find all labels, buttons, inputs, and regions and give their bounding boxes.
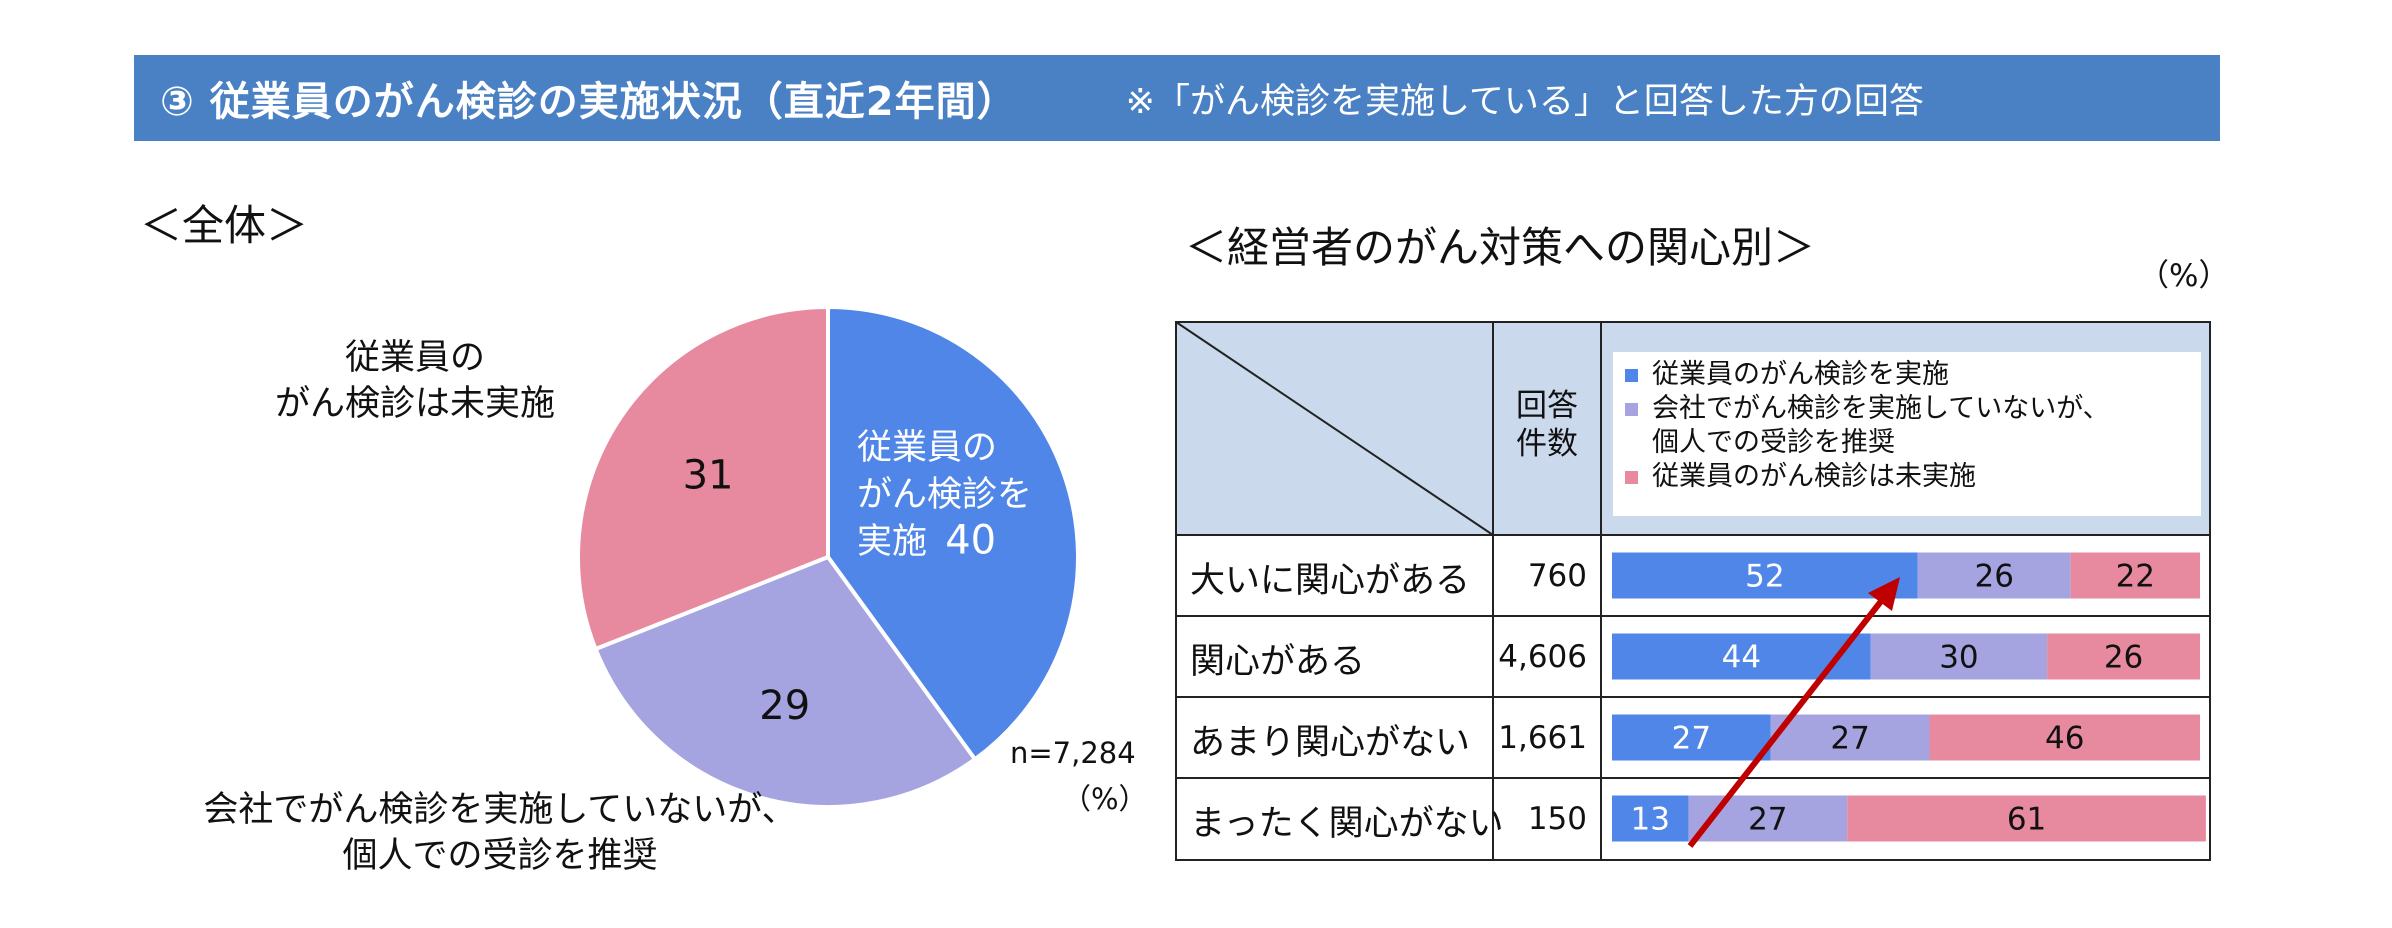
count-header-line1: 回答 — [1516, 388, 1578, 424]
trend-arrow-head — [1868, 577, 1900, 611]
pie-slice-done — [826, 304, 1080, 763]
sample-size: n=7,284 — [1010, 736, 1136, 770]
row-label-very-interested: 大いに関心がある — [1190, 561, 1471, 601]
pie-label-not-done-line2: がん検診は未実施 — [274, 384, 555, 424]
bar-value-not-interested-recommend: 27 — [1748, 802, 1787, 838]
legend-label-recommend-line2: 個人での受診を推奨 — [1652, 427, 1895, 458]
interest-heading: ＜経営者のがん対策への関心別＞ — [1185, 223, 1816, 272]
bar-value-not-interested-not-done: 61 — [2007, 802, 2046, 838]
legend-item-done: 従業員のがん検診を実施 — [1623, 358, 2201, 392]
header-banner: ③ 従業員のがん検診の実施状況（直近2年間） ※「がん検診を実施している」と回答… — [134, 55, 2220, 141]
bar-value-interested-done: 44 — [1722, 640, 1761, 676]
row-count-very-interested: 760 — [1527, 558, 1587, 594]
pie-label-done-line2: がん検診を — [857, 475, 1033, 515]
bar-interested-not-done — [2047, 633, 2200, 680]
bar-not-very-interested-not-done — [1929, 714, 2200, 761]
bar-value-interested-recommend: 30 — [1939, 640, 1978, 676]
row-label-interested: 関心がある — [1190, 642, 1366, 682]
header-diagonal — [1175, 321, 1494, 536]
bar-value-very-interested-not-done: 22 — [2116, 559, 2155, 595]
bar-value-not-very-interested-recommend: 27 — [1830, 721, 1869, 757]
legend-swatch-done — [1625, 369, 1638, 382]
table-border — [1175, 321, 2211, 861]
legend: 従業員のがん検診を実施 会社でがん検診を実施していないが、 個人での受診を推奨 … — [1613, 352, 2201, 516]
legend-swatch-recommend — [1625, 403, 1638, 416]
pie-slice-not-done — [576, 304, 830, 652]
row-count-interested: 4,606 — [1498, 639, 1587, 675]
pie-label-recommend-line2: 個人での受診を推奨 — [342, 836, 658, 876]
header-note: ※「がん検診を実施している」と回答した方の回答 — [1125, 81, 1924, 122]
legend-label-not-done: 従業員のがん検診は未実施 — [1652, 461, 1976, 492]
trend-arrow-line — [1687, 598, 1885, 848]
bar-very-interested-recommend — [1917, 552, 2071, 599]
bar-value-very-interested-done: 52 — [1745, 559, 1784, 595]
legend-swatch-not-done — [1625, 471, 1638, 484]
bar-not-very-interested-done — [1612, 714, 1771, 761]
pie-value-recommend: 29 — [759, 683, 810, 729]
bar-not-interested-not-done — [1847, 795, 2206, 842]
bar-value-not-very-interested-done: 27 — [1672, 721, 1711, 757]
pie-value-not-done: 31 — [683, 452, 734, 498]
bar-value-not-interested-done: 13 — [1630, 802, 1669, 838]
pie-label-not-done-line1: 従業員の — [344, 338, 485, 378]
pie-slice-recommend — [592, 554, 978, 809]
bar-not-interested-done — [1612, 795, 1689, 842]
row-count-not-interested: 150 — [1527, 801, 1587, 837]
pie-label-not-done: 従業員の がん検診は未実施 — [250, 335, 580, 427]
legend-item-recommend: 会社でがん検診を実施していないが、 — [1623, 392, 2201, 426]
right-unit: （%） — [2138, 258, 2230, 294]
left-unit: （%） — [1062, 782, 1148, 816]
bar-very-interested-done — [1612, 552, 1918, 599]
bar-not-very-interested-recommend — [1770, 714, 1930, 761]
row-label-not-interested: まったく関心がない — [1190, 804, 1504, 844]
row-label-not-very-interested: あまり関心がない — [1190, 723, 1471, 763]
pie-label-done-line1: 従業員の — [857, 428, 998, 468]
bar-value-very-interested-recommend: 26 — [1974, 559, 2013, 595]
legend-label-recommend: 会社でがん検診を実施していないが、 — [1652, 393, 2110, 424]
legend-item-not-done: 従業員のがん検診は未実施 — [1623, 460, 2201, 494]
pie-label-recommend-line1: 会社でがん検診を実施していないが、 — [203, 790, 797, 830]
legend-label-done: 従業員のがん検診を実施 — [1652, 359, 1949, 390]
row-count-not-very-interested: 1,661 — [1498, 720, 1587, 756]
count-header: 回答 件数 — [1501, 387, 1593, 463]
bar-value-interested-not-done: 26 — [2104, 640, 2143, 676]
pie-label-recommend: 会社でがん検診を実施していないが、 個人での受診を推奨 — [170, 787, 830, 879]
bar-very-interested-not-done — [2070, 552, 2200, 599]
page-title: ③ 従業員のがん検診の実施状況（直近2年間） — [160, 79, 1018, 125]
legend-item-recommend-cont: 個人での受診を推奨 — [1623, 426, 2201, 460]
bar-value-not-very-interested-not-done: 46 — [2045, 721, 2084, 757]
pie-label-done: 従業員の がん検診を 実施 — [857, 425, 1032, 566]
count-header-line2: 件数 — [1516, 426, 1578, 462]
bar-interested-recommend — [1870, 633, 2048, 680]
overall-heading: ＜全体＞ — [140, 201, 309, 250]
pie-value-done: 40 — [945, 518, 996, 564]
pie-label-done-line3: 実施 — [857, 522, 928, 562]
